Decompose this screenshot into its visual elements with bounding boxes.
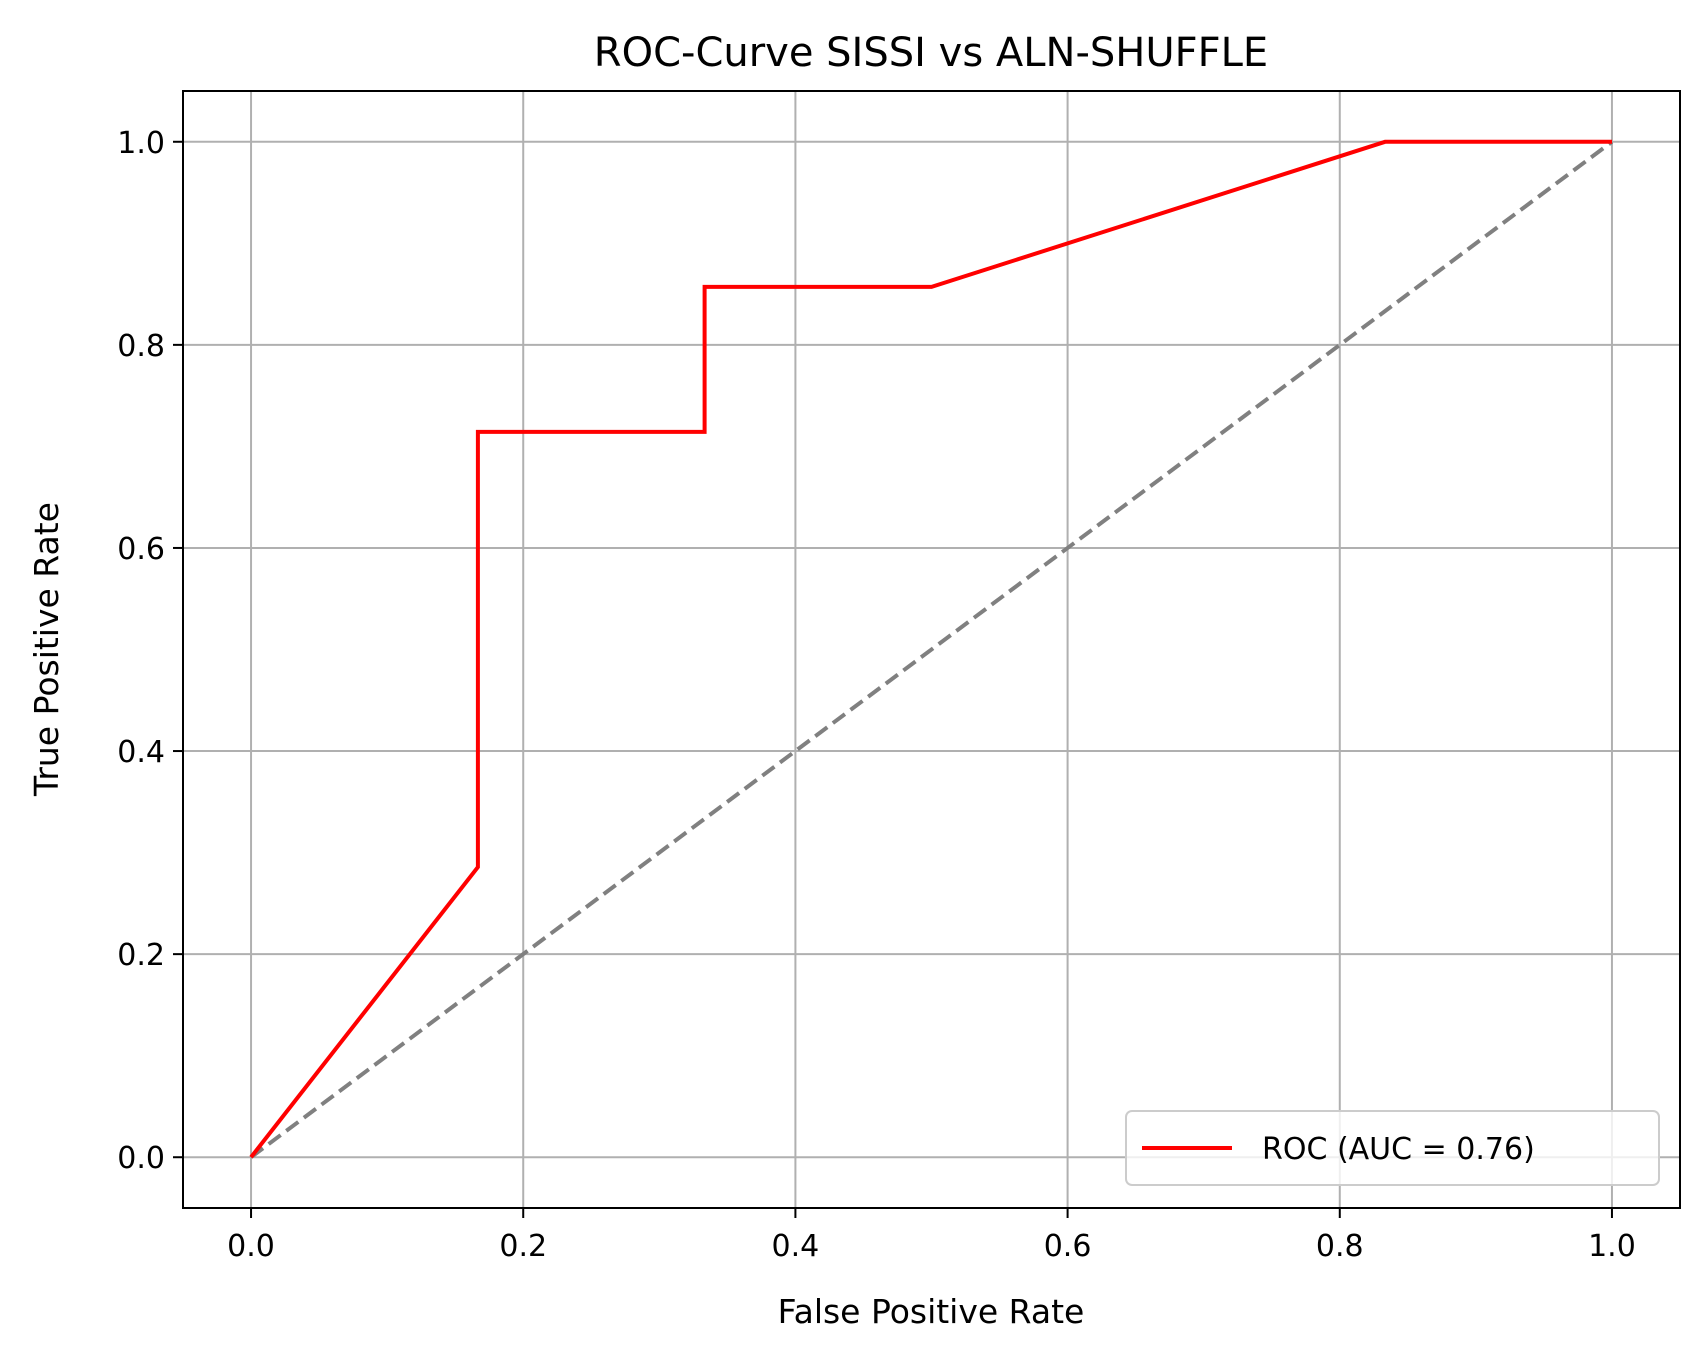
y-tick-label: 0.4: [117, 735, 165, 770]
legend-box: [1125, 1110, 1660, 1186]
x-tick-label: 0.8: [1316, 1229, 1364, 1264]
legend: ROC (AUC = 0.76): [1125, 1110, 1660, 1186]
legend-label: ROC (AUC = 0.76): [1262, 1132, 1535, 1167]
x-tick-label: 1.0: [1588, 1229, 1636, 1264]
x-tick-label: 0.4: [772, 1229, 820, 1264]
y-tick-label: 0.6: [117, 532, 165, 567]
y-tick-label: 0.0: [117, 1141, 165, 1176]
plot-frame: [182, 90, 1681, 1209]
chart-title: ROC-Curve SISSI vs ALN-SHUFFLE: [594, 30, 1268, 76]
x-tick-label: 0.6: [1044, 1229, 1092, 1264]
grid: [183, 91, 1680, 1208]
y-tick-label: 0.2: [117, 938, 165, 973]
x-tick-label: 0.2: [499, 1229, 547, 1264]
x-tick-label: 0.0: [227, 1229, 275, 1264]
y-tick-label: 0.8: [117, 329, 165, 364]
y-axis-label: True Positive Rate: [27, 502, 66, 797]
y-tick-label: 1.0: [117, 126, 165, 161]
axis-ticks: 0.0 0.2 0.4 0.6 0.8 1.0 0.0 0.2 0.4 0.6 0.8 1.0: [117, 126, 1636, 1264]
chance-diagonal-line: [249, 140, 1614, 1159]
plot-series: [249, 139, 1614, 1159]
x-axis-label: False Positive Rate: [778, 1292, 1085, 1331]
roc-curve-line: [249, 139, 1612, 1159]
